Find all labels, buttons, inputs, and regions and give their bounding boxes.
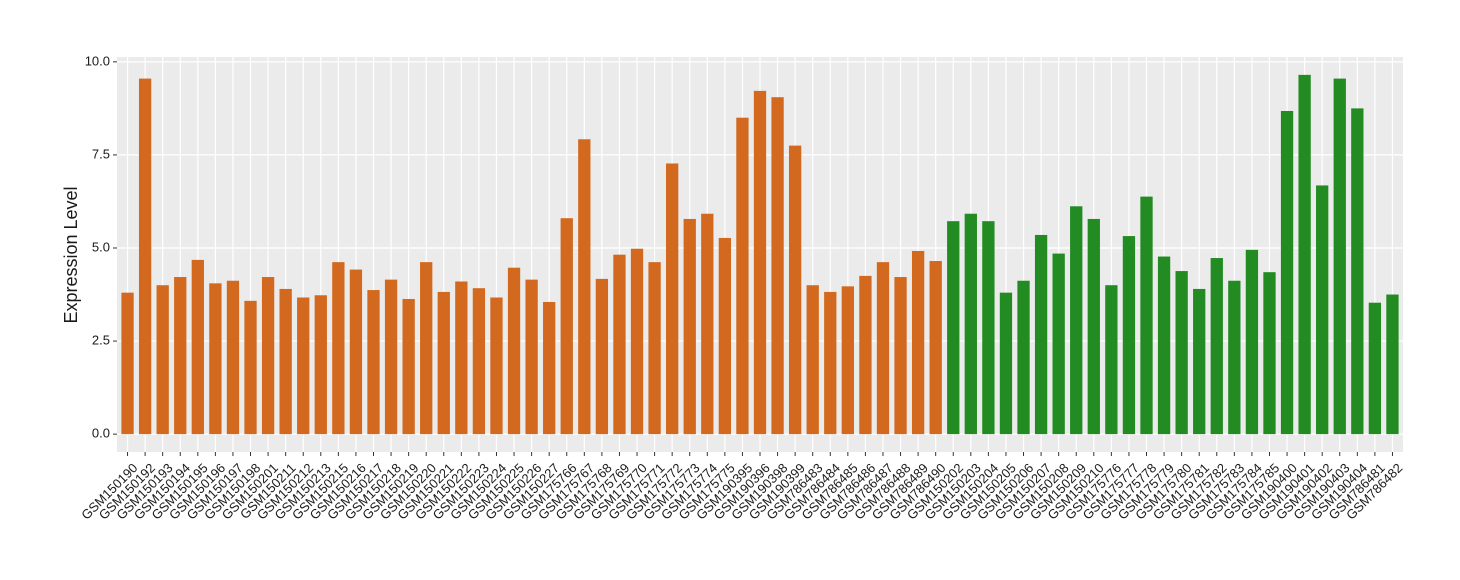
bar (261, 277, 275, 435)
bar (630, 248, 644, 435)
bar (911, 250, 925, 435)
bar (1228, 280, 1241, 435)
bar (1333, 78, 1346, 435)
bar (1245, 249, 1259, 435)
bar (578, 139, 591, 435)
bar (384, 279, 398, 435)
bar (437, 291, 450, 435)
bar (1298, 74, 1311, 435)
bar (543, 301, 556, 435)
bar (1386, 294, 1399, 435)
bar (701, 213, 714, 435)
bar (1316, 185, 1329, 435)
bar (1193, 288, 1206, 435)
bar (244, 300, 257, 435)
y-tick-label: 7.5 (92, 146, 110, 161)
bar (613, 254, 626, 435)
bar (191, 259, 204, 435)
y-tick-label: 2.5 (92, 332, 110, 347)
bar (455, 281, 468, 435)
bar (1351, 108, 1364, 435)
bar (226, 280, 240, 435)
bar (894, 277, 907, 435)
bar (666, 163, 679, 435)
bar (560, 218, 573, 435)
bar (1087, 218, 1100, 435)
bar (736, 117, 749, 435)
bar (929, 261, 942, 435)
bar (771, 97, 784, 435)
y-tick-label: 10.0 (85, 53, 110, 68)
bar (121, 292, 134, 435)
bar (788, 145, 802, 435)
bar (420, 262, 433, 435)
bar (314, 295, 327, 435)
bar (1070, 206, 1083, 435)
bar (367, 290, 380, 435)
bar (138, 78, 152, 435)
bar (507, 267, 521, 435)
bar (595, 278, 609, 435)
bar (964, 213, 977, 435)
bar (472, 288, 486, 435)
bar (806, 285, 819, 435)
bar (209, 283, 222, 435)
bar (174, 277, 187, 435)
bar (349, 269, 363, 435)
bar (1140, 196, 1153, 435)
bar (982, 221, 995, 435)
bar (332, 262, 345, 435)
bar (1263, 272, 1276, 435)
bar (1175, 271, 1188, 435)
bar (402, 298, 415, 435)
y-tick-label: 0.0 (92, 426, 110, 441)
bar (279, 288, 292, 435)
bar (859, 275, 872, 435)
bar (1280, 110, 1294, 435)
bar (841, 286, 854, 435)
bar (648, 262, 661, 435)
bar (297, 297, 310, 435)
bar (947, 221, 960, 435)
bar (876, 262, 890, 435)
bar (490, 297, 503, 435)
bar (1210, 258, 1223, 435)
bar (824, 291, 837, 435)
bar (1052, 253, 1065, 435)
bar (1017, 280, 1030, 435)
bar (156, 285, 169, 435)
y-tick-label: 5.0 (92, 239, 110, 254)
bar (1122, 236, 1136, 435)
bar (1157, 256, 1171, 435)
bar (1034, 234, 1048, 435)
bar (999, 292, 1013, 435)
bar (1368, 302, 1382, 435)
bar (1105, 285, 1118, 435)
y-axis-title: Expression Level (61, 186, 81, 323)
bar (525, 279, 538, 435)
bar (683, 218, 696, 435)
bar (718, 237, 732, 435)
bar (753, 90, 767, 435)
